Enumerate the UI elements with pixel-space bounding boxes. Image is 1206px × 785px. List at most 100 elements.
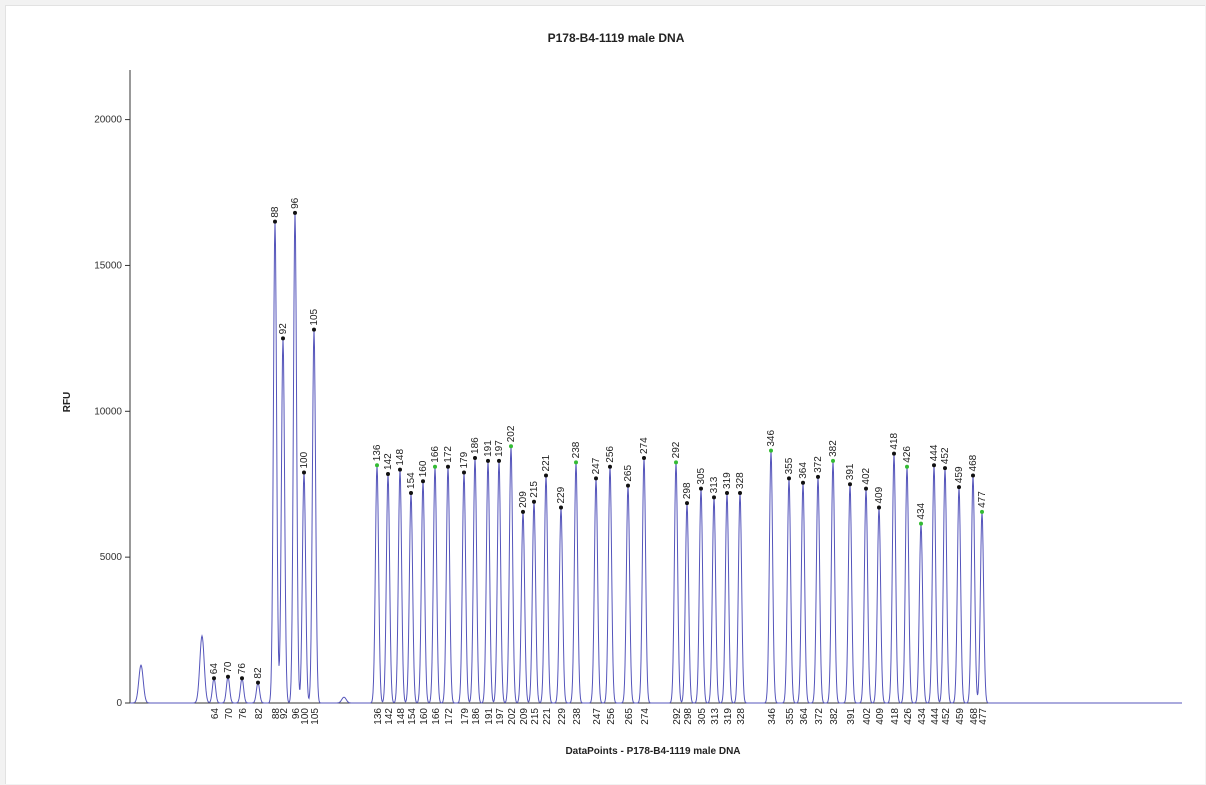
peak-label: 229 — [556, 486, 567, 503]
x-tick-label: 148 — [396, 708, 407, 725]
x-tick-label: 96 — [291, 708, 302, 720]
x-tick-label: 355 — [785, 708, 796, 725]
y-axis-label: RFU — [62, 392, 73, 413]
electropherogram-trace — [130, 212, 1182, 704]
x-tick-label: 238 — [572, 708, 583, 725]
peak-marker — [626, 483, 630, 488]
x-tick-label: 444 — [930, 708, 941, 725]
x-axis-label: DataPoints - P178-B4-1119 male DNA — [565, 746, 740, 757]
x-tick-label: 265 — [624, 708, 635, 725]
peak-label: 197 — [494, 440, 505, 457]
peak-marker — [462, 470, 466, 475]
peak-label: 105 — [309, 308, 320, 325]
x-tick-label: 82 — [254, 708, 265, 720]
peak-marker — [971, 473, 975, 478]
peak-marker — [725, 490, 729, 495]
peak-label: 191 — [483, 440, 494, 457]
x-tick-label: 186 — [471, 708, 482, 725]
peak-label: 136 — [372, 444, 383, 461]
peak-label: 444 — [929, 444, 940, 461]
y-tick-label: 0 — [116, 698, 122, 709]
peak-label: 179 — [459, 451, 470, 468]
x-tick-label: 92 — [279, 708, 290, 720]
x-tick-label: 136 — [373, 708, 384, 725]
peak-marker — [312, 327, 316, 332]
peak-marker — [864, 486, 868, 491]
peak-label: 70 — [223, 661, 234, 673]
y-tick-label: 15000 — [94, 260, 122, 271]
peak-label: 292 — [671, 441, 682, 458]
peak-markers — [212, 210, 984, 685]
peak-marker — [375, 463, 379, 468]
peak-label: 434 — [916, 502, 927, 519]
peak-label: 215 — [529, 481, 540, 498]
x-tick-label: 221 — [542, 708, 553, 725]
peak-marker — [226, 674, 230, 679]
peak-label: 313 — [709, 476, 720, 493]
x-tick-label: 229 — [557, 708, 568, 725]
x-tick-label: 197 — [495, 708, 506, 725]
peak-label: 459 — [954, 466, 965, 483]
y-tick-label: 5000 — [100, 552, 123, 563]
peak-label: 418 — [889, 432, 900, 449]
peak-label: 202 — [506, 425, 517, 442]
y-tick-label: 20000 — [94, 115, 122, 126]
x-tick-label: 434 — [917, 708, 928, 725]
peak-label: 172 — [443, 446, 454, 463]
peak-label: 298 — [682, 482, 693, 499]
peak-marker — [446, 464, 450, 469]
x-tick-label: 172 — [444, 708, 455, 725]
peak-marker — [293, 210, 297, 215]
peak-marker — [544, 473, 548, 478]
x-tick-label: 477 — [978, 708, 989, 725]
peak-marker — [787, 476, 791, 481]
peak-label: 100 — [299, 451, 310, 468]
peak-marker — [273, 219, 277, 224]
x-tick-label: 364 — [799, 708, 810, 725]
chart: P178-B4-1119 male DNA RFU DataPoints - P… — [62, 31, 1182, 757]
peak-label: 148 — [395, 449, 406, 466]
peak-marker — [957, 485, 961, 490]
x-tick-label: 292 — [672, 708, 683, 725]
y-axis: 0 5000 10000 15000 20000 — [94, 70, 131, 709]
peak-marker — [919, 521, 923, 526]
x-tick-label: 100 — [300, 708, 311, 725]
peak-label: 96 — [290, 197, 301, 209]
peak-label: 186 — [470, 437, 481, 454]
peak-label: 426 — [902, 446, 913, 463]
peak-label: 142 — [383, 453, 394, 470]
peak-marker — [892, 451, 896, 456]
x-tick-label: 64 — [210, 708, 221, 720]
peak-marker — [943, 466, 947, 471]
peak-label: 221 — [541, 454, 552, 471]
x-tick-label: 154 — [407, 708, 418, 725]
peak-marker — [497, 458, 501, 463]
peak-label: 154 — [406, 472, 417, 489]
peak-marker — [473, 455, 477, 460]
x-tick-label: 179 — [460, 708, 471, 725]
x-tick-label: 70 — [224, 708, 235, 720]
peak-label: 82 — [253, 667, 264, 679]
peak-label: 355 — [784, 457, 795, 474]
peak-marker — [409, 490, 413, 495]
x-tick-label: 459 — [955, 708, 966, 725]
peak-label: 160 — [418, 460, 429, 477]
peak-label: 238 — [571, 441, 582, 458]
peak-marker — [281, 336, 285, 341]
x-tick-label: 313 — [710, 708, 721, 725]
peak-label: 346 — [766, 430, 777, 447]
x-tick-label: 274 — [640, 708, 651, 725]
x-tick-label: 418 — [890, 708, 901, 725]
x-tick-label: 468 — [969, 708, 980, 725]
x-tick-label: 319 — [723, 708, 734, 725]
peak-marker — [608, 464, 612, 469]
x-tick-label: 298 — [683, 708, 694, 725]
peak-marker — [302, 470, 306, 475]
x-tick-label: 426 — [903, 708, 914, 725]
peak-label: 452 — [940, 447, 951, 464]
peak-marker — [712, 495, 716, 500]
peak-label: 256 — [605, 446, 616, 463]
x-tick-label: 402 — [862, 708, 873, 725]
peak-marker — [848, 482, 852, 487]
